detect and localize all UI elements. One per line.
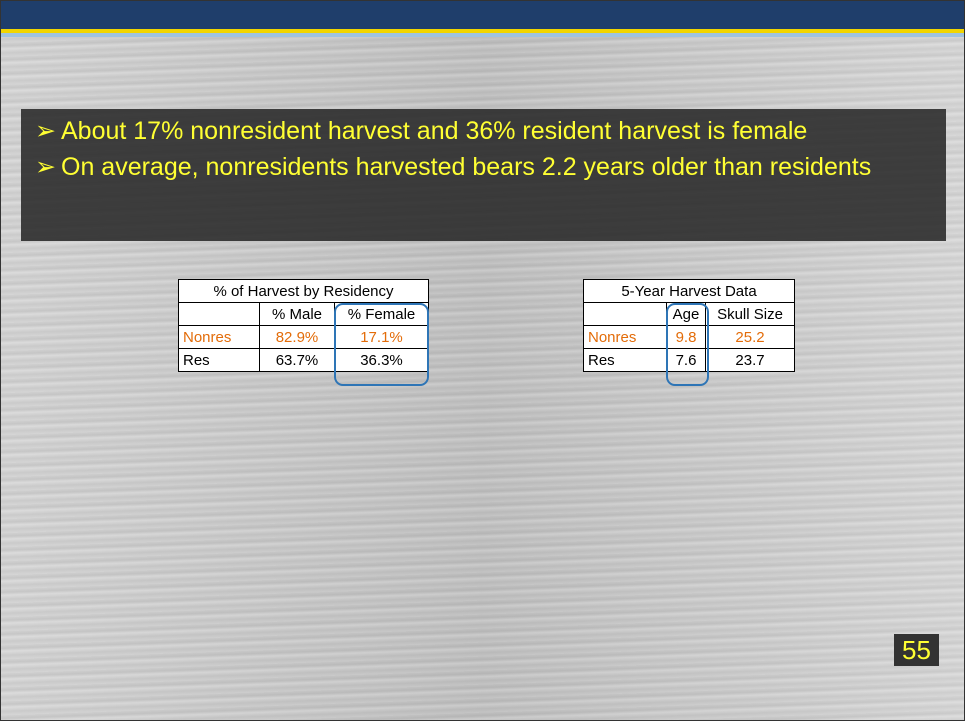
cell (178, 302, 260, 326)
cell: 82.9% (259, 325, 335, 349)
table-title: 5-Year Harvest Data (583, 279, 795, 303)
bullet: ➢ About 17% nonresident harvest and 36% r… (21, 113, 946, 149)
page-number: 55 (894, 634, 939, 666)
bullet-text: On average, nonresidents harvested bears… (61, 153, 872, 181)
table-title: % of Harvest by Residency (178, 279, 429, 303)
cell: Res (583, 348, 667, 372)
cell (583, 302, 667, 326)
stripe (1, 33, 964, 37)
bullet-text: About 17% nonresident harvest and 36% re… (61, 117, 808, 145)
cell: Res (178, 348, 260, 372)
cell: 23.7 (705, 348, 795, 372)
stripe (1, 29, 964, 33)
bullet: ➢ On average, nonresidents harvested bear… (21, 149, 946, 185)
highlight-outline (334, 303, 429, 386)
top-bar (1, 1, 964, 29)
cell: 9.8 (666, 325, 706, 349)
cell: Nonres (178, 325, 260, 349)
table: 5-Year Harvest Data Age Skull Size Nonres… (583, 279, 795, 372)
table: % of Harvest by Residency % Male% Female… (178, 279, 429, 372)
cell: 7.6 (666, 348, 706, 372)
cell: 25.2 (705, 325, 795, 349)
cell: 63.7% (259, 348, 335, 372)
cell: Nonres (583, 325, 667, 349)
highlight-outline (666, 303, 709, 386)
cell: 36.3% (334, 348, 429, 372)
header-cell: Skull Size (705, 302, 795, 326)
header-cell: % Female (334, 302, 429, 326)
header-cell: % Male (259, 302, 335, 326)
bullet-box: ➢ About 17% nonresident harvest and 36% r… (21, 109, 946, 241)
